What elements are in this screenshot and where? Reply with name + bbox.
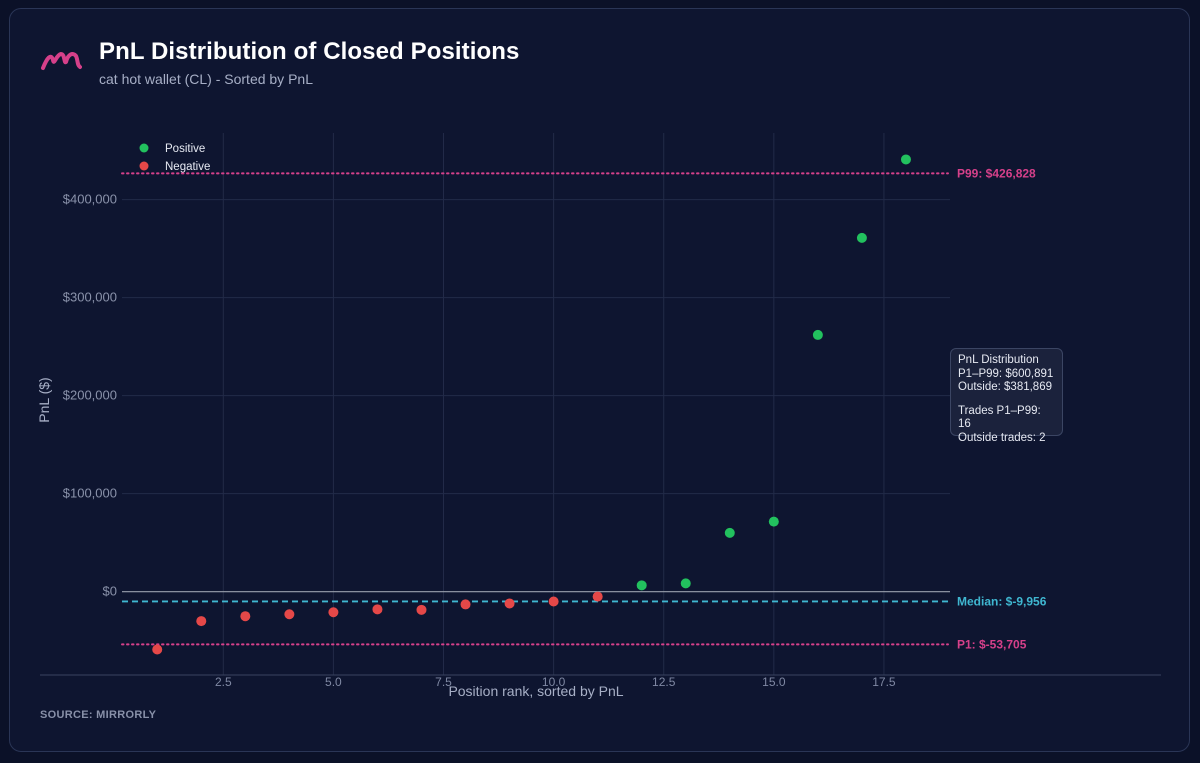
data-points bbox=[152, 154, 911, 655]
mirrorly-logo-icon bbox=[41, 52, 82, 70]
y-axis-label: PnL ($) bbox=[36, 377, 52, 422]
legend-label-negative: Negative bbox=[165, 161, 210, 173]
x-tick-label: 2.5 bbox=[215, 675, 232, 689]
y-tick-label: $300,000 bbox=[63, 290, 117, 305]
negative-point bbox=[196, 616, 207, 627]
negative-point bbox=[284, 609, 295, 620]
median-label: Median: $-9,956 bbox=[957, 594, 1047, 608]
chart-title: PnL Distribution of Closed Positions bbox=[99, 38, 520, 65]
negative-point bbox=[592, 591, 603, 602]
legend: Positive Negative bbox=[139, 143, 210, 173]
negative-point bbox=[460, 599, 471, 610]
legend-marker-negative bbox=[139, 161, 149, 171]
tooltip-range-pnl: P1–P99: $600,891 bbox=[958, 367, 1054, 380]
axes: 2.5 5.0 7.5 10.0 12.5 15.0 17.5 $0 $100,000 $200,… bbox=[36, 192, 1161, 699]
distribution-tooltip: PnL Distribution P1–P99: $600,891 Outsid… bbox=[950, 348, 1063, 444]
positive-point bbox=[724, 527, 735, 538]
tooltip-outside-pnl: Outside: $381,869 bbox=[958, 381, 1052, 393]
legend-label-positive: Positive bbox=[165, 143, 205, 155]
positive-point bbox=[636, 580, 647, 591]
x-tick-label: 17.5 bbox=[872, 675, 896, 689]
negative-point bbox=[548, 596, 559, 607]
positive-point bbox=[680, 578, 691, 589]
negative-point bbox=[152, 644, 163, 655]
y-tick-label: $100,000 bbox=[63, 486, 117, 501]
y-tick-label: $200,000 bbox=[63, 388, 117, 403]
p1-label: P1: $-53,705 bbox=[957, 637, 1027, 651]
x-tick-label: 5.0 bbox=[325, 675, 342, 689]
x-axis-label: Position rank, sorted by PnL bbox=[448, 683, 623, 699]
positive-point bbox=[900, 154, 911, 165]
negative-point bbox=[372, 604, 383, 615]
positive-point bbox=[768, 516, 779, 527]
x-tick-label: 12.5 bbox=[652, 675, 676, 689]
y-tick-label: $400,000 bbox=[63, 192, 117, 207]
legend-marker-positive bbox=[139, 143, 149, 153]
positive-point bbox=[812, 329, 823, 340]
grid-lines bbox=[122, 133, 950, 675]
x-tick-label: 15.0 bbox=[762, 675, 786, 689]
p99-label: P99: $426,828 bbox=[957, 166, 1036, 180]
source-note: SOURCE: MIRRORLY bbox=[40, 709, 157, 721]
negative-point bbox=[416, 604, 427, 615]
tooltip-range-trades: Trades P1–P99: 16 bbox=[958, 404, 1041, 431]
tooltip-outside-trades: Outside trades: 2 bbox=[958, 431, 1046, 444]
x-tick-label: 10.0 bbox=[542, 675, 566, 689]
reference-lines: P99: $426,828 Median: $-9,956 P1: $-53,705 bbox=[121, 166, 1047, 651]
negative-point bbox=[328, 607, 339, 618]
positive-point bbox=[856, 232, 867, 243]
chart-subtitle: cat hot wallet (CL) - Sorted by PnL bbox=[99, 71, 313, 87]
negative-point bbox=[504, 598, 515, 609]
tooltip-title: PnL Distribution bbox=[958, 354, 1039, 366]
x-tick-label: 7.5 bbox=[435, 675, 452, 689]
negative-point bbox=[240, 611, 251, 622]
y-tick-label: $0 bbox=[103, 584, 117, 599]
